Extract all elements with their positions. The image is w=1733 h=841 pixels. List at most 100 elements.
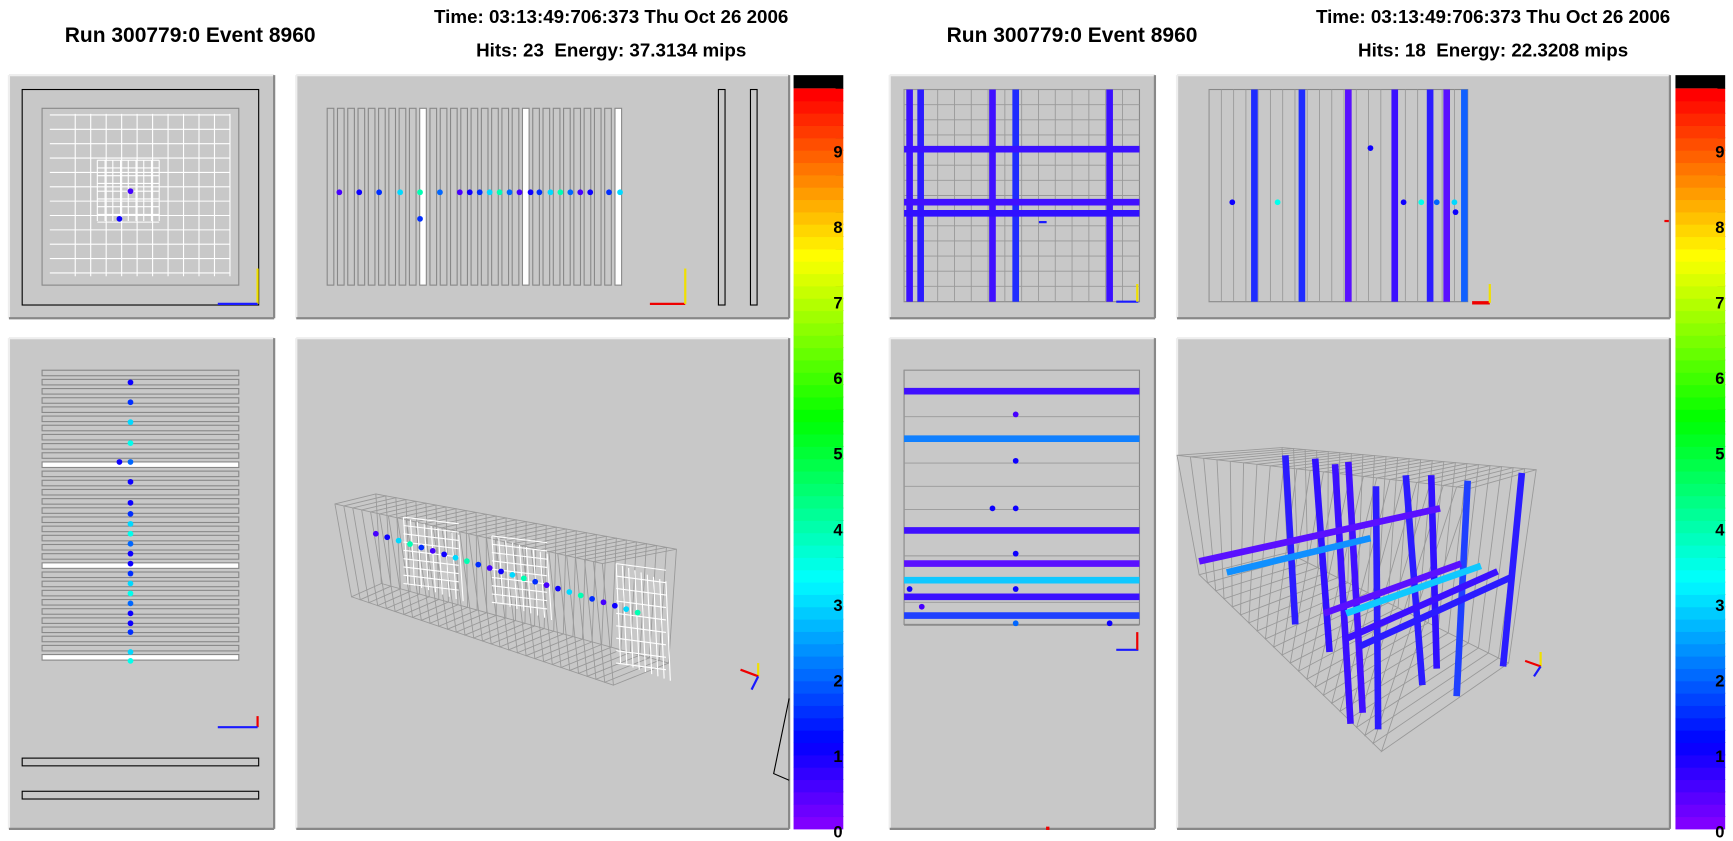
scale-band	[1675, 767, 1725, 780]
hit	[577, 189, 583, 195]
scale-band	[1675, 101, 1725, 114]
scale-label: 0	[833, 823, 842, 841]
event-time: Time: 03:13:49:706:373 Thu Oct 26 2006	[434, 6, 788, 27]
scale-band	[1675, 570, 1725, 583]
hit	[336, 189, 342, 195]
hit	[128, 459, 134, 465]
hit	[601, 599, 607, 605]
event-time: Time: 03:13:49:706:373 Thu Oct 26 2006	[1316, 6, 1670, 27]
scale-band	[1675, 422, 1725, 435]
scale-band	[1675, 730, 1725, 743]
hit	[128, 561, 134, 567]
scale-band	[794, 730, 844, 743]
scale-label: 4	[1715, 520, 1725, 539]
hit	[453, 555, 459, 561]
hit	[528, 189, 534, 195]
scale-band	[1675, 335, 1725, 348]
hit	[919, 604, 925, 610]
event-summary: Hits: 18 Energy: 22.3208 mips	[1358, 39, 1628, 60]
scale-band	[1675, 718, 1725, 731]
hit	[498, 569, 504, 575]
scale-band	[1675, 348, 1725, 361]
hit	[384, 534, 390, 540]
hit	[376, 189, 382, 195]
hit	[396, 538, 402, 544]
scale-label: 5	[1715, 445, 1724, 464]
hit	[567, 189, 573, 195]
hit	[407, 541, 413, 547]
layer	[42, 563, 239, 569]
hit	[128, 399, 134, 405]
hit	[537, 189, 543, 195]
scale-band	[1675, 397, 1725, 410]
layer	[615, 108, 622, 285]
hit	[1229, 199, 1235, 205]
run-title: Run 300779:0 Event 8960	[65, 24, 316, 47]
scale-band	[794, 483, 844, 496]
scale-band	[1675, 125, 1725, 138]
hit	[510, 572, 516, 578]
hit	[128, 521, 134, 527]
view-panel	[890, 75, 1155, 318]
scale-band	[794, 397, 844, 410]
hit	[487, 189, 493, 195]
scale-band	[1675, 619, 1725, 632]
hit	[532, 579, 538, 585]
hit	[507, 189, 513, 195]
hit	[1013, 505, 1019, 511]
views: 01234567890123456789	[9, 75, 1725, 841]
scale-band	[794, 125, 844, 138]
scale-band	[1675, 187, 1725, 200]
hit	[117, 459, 123, 465]
scale-label: 4	[833, 520, 843, 539]
scale-band	[794, 767, 844, 780]
hit	[578, 593, 584, 599]
scale-label: 5	[833, 445, 842, 464]
hit	[467, 189, 473, 195]
hit	[548, 189, 554, 195]
hit	[1275, 199, 1281, 205]
scale-band	[1675, 199, 1725, 212]
hit	[1013, 586, 1019, 592]
scale-band	[1675, 162, 1725, 175]
scale-cap	[794, 75, 844, 88]
scale-band	[794, 619, 844, 632]
hit	[430, 548, 436, 554]
event-display: Run 300779:0 Event 8960 Time: 03:13:49:7…	[0, 0, 1733, 841]
scale-band	[794, 570, 844, 583]
hit	[117, 216, 123, 222]
scale-band	[1675, 508, 1725, 521]
scale-band	[1675, 705, 1725, 718]
scale-band	[794, 199, 844, 212]
scale-label: 6	[833, 369, 842, 388]
scale-band	[1675, 656, 1725, 669]
hit	[1013, 620, 1019, 626]
scale-band	[794, 508, 844, 521]
hit	[128, 551, 134, 557]
hit	[128, 658, 134, 664]
hit	[373, 531, 379, 537]
scale-band	[794, 656, 844, 669]
scale-band	[1675, 557, 1725, 570]
hit	[418, 545, 424, 551]
scale-band	[1675, 631, 1725, 644]
hit	[544, 582, 550, 588]
scale-label: 8	[833, 218, 842, 237]
scale-band	[794, 422, 844, 435]
hit	[587, 189, 593, 195]
scale-band	[794, 557, 844, 570]
scale-band	[794, 631, 844, 644]
hit	[558, 189, 564, 195]
hit	[617, 189, 623, 195]
hit	[477, 189, 483, 195]
hit	[417, 216, 423, 222]
hit	[1434, 199, 1440, 205]
hit	[907, 586, 913, 592]
scale-band	[794, 323, 844, 336]
scale-band	[1675, 274, 1725, 287]
scale-band	[794, 249, 844, 262]
hit	[356, 189, 362, 195]
layer	[420, 108, 427, 285]
scale-cap	[1675, 75, 1725, 88]
scale-label: 7	[833, 294, 842, 313]
